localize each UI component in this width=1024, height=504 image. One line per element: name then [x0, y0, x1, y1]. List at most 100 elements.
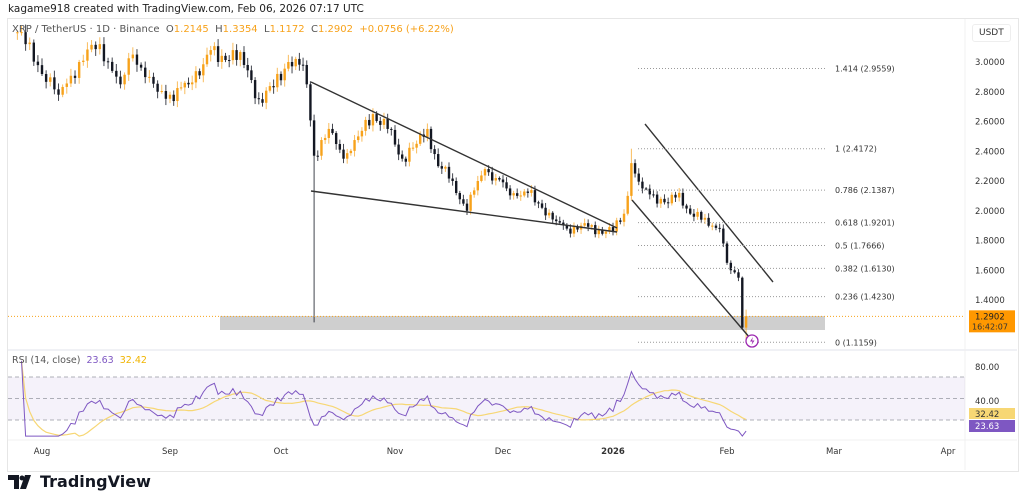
symbol-name[interactable]: XRP / TetherUS · 1D · Binance: [12, 24, 160, 35]
candle-body: [648, 188, 651, 195]
candle-body: [393, 129, 397, 145]
price-tick-label: 1.6000: [975, 266, 1005, 276]
candle-body: [272, 86, 275, 88]
candle-body: [110, 61, 114, 71]
candle-body: [309, 84, 312, 121]
candle-body: [152, 76, 155, 84]
candle-body: [106, 61, 110, 63]
low-label: L: [264, 24, 270, 35]
candle-body: [323, 137, 327, 141]
candle-body: [364, 119, 367, 131]
candle-body: [451, 178, 454, 181]
fib-level-label: 0.236 (1.4230): [835, 293, 895, 302]
candle-body: [168, 94, 172, 99]
wedge-lower-trendline: [310, 190, 618, 233]
candle-body: [345, 153, 349, 159]
candle-body: [268, 86, 272, 91]
change-value: +0.0756 (+6.22%): [359, 24, 454, 35]
candle-body: [508, 188, 512, 196]
candle-body: [465, 203, 469, 211]
candle-body: [722, 228, 725, 244]
candle-body: [523, 191, 526, 196]
candle-body: [316, 155, 319, 157]
candle-body: [733, 270, 736, 273]
candle-body: [565, 225, 569, 229]
logo-text: TradingView: [40, 472, 151, 491]
rsi-tick-label: 40.00: [975, 397, 999, 407]
candle-body: [411, 147, 415, 149]
candle-body: [633, 163, 637, 174]
candle-body: [515, 193, 519, 196]
close-value: 1.2902: [317, 24, 353, 35]
candle-body: [198, 71, 201, 76]
price-tick-label: 2.8000: [975, 88, 1005, 98]
candle-body: [375, 114, 378, 121]
candle-body: [689, 208, 692, 214]
candle-body: [681, 192, 685, 206]
candle-body: [290, 62, 294, 67]
candle-body: [342, 149, 345, 159]
candle-body: [670, 194, 674, 204]
candle-body: [239, 52, 242, 60]
candle-body: [551, 212, 554, 220]
candle-body: [77, 62, 81, 78]
candle-body: [604, 231, 608, 234]
candle-body: [674, 194, 677, 198]
high-label: H: [215, 24, 223, 35]
support-zone: [220, 316, 825, 330]
fib-level-label: 0.786 (2.1387): [835, 186, 895, 195]
candle-body: [547, 212, 551, 216]
time-tick-label: Nov: [387, 447, 404, 457]
symbol-legend: XRP / TetherUS · 1D · Binance O1.2145 H1…: [12, 24, 454, 35]
tradingview-logo[interactable]: TradingView: [8, 472, 151, 491]
price-tick-label: 2.6000: [975, 118, 1005, 128]
candle-body: [73, 75, 77, 78]
high-value: 1.3354: [222, 24, 258, 35]
candle-body: [659, 198, 663, 204]
low-value: 1.1172: [269, 24, 305, 35]
candle-body: [86, 49, 89, 61]
close-label: C: [310, 24, 318, 35]
candle-body: [305, 64, 308, 85]
candle-body: [338, 144, 342, 150]
wedge-upper-trendline: [310, 81, 618, 229]
fib-level-label: 0.618 (1.9201): [835, 219, 895, 228]
candle-body: [216, 46, 220, 62]
candle-body: [494, 178, 497, 181]
time-tick-label: Mar: [826, 447, 843, 457]
candle-body: [608, 227, 611, 232]
rsi-label[interactable]: RSI (14, close): [12, 355, 81, 366]
rsi-ma-badge: [969, 408, 1015, 419]
candle-body: [69, 75, 73, 84]
candle-body: [725, 243, 729, 263]
price-tick-label: 2.0000: [975, 207, 1005, 217]
candle-body: [737, 272, 740, 278]
candle-body: [119, 76, 122, 85]
candle-body: [540, 203, 544, 208]
candle-body: [16, 32, 19, 34]
candle-body: [320, 140, 323, 156]
candle-body: [718, 227, 721, 229]
candle-body: [501, 179, 505, 183]
candle-body: [626, 195, 629, 214]
candle-body: [458, 193, 461, 200]
time-tick-label: Sep: [162, 447, 178, 457]
candle-body: [544, 207, 547, 216]
candle-body: [473, 190, 476, 195]
candle-body: [298, 58, 301, 65]
candle-body: [476, 181, 479, 191]
candle-body: [20, 32, 23, 34]
open-value: 1.2145: [173, 24, 209, 35]
candle-body: [498, 178, 501, 180]
candle-body: [183, 82, 186, 88]
candle-body: [301, 64, 305, 66]
candle-body: [641, 181, 644, 189]
candle-body: [213, 46, 216, 51]
time-tick-label: Oct: [274, 447, 289, 457]
candle-body: [265, 90, 268, 103]
time-tick-label: Feb: [719, 447, 734, 457]
candle-body: [386, 118, 389, 129]
currency-unit-button[interactable]: USDT: [972, 24, 1011, 42]
time-tick-label: Aug: [34, 447, 51, 457]
